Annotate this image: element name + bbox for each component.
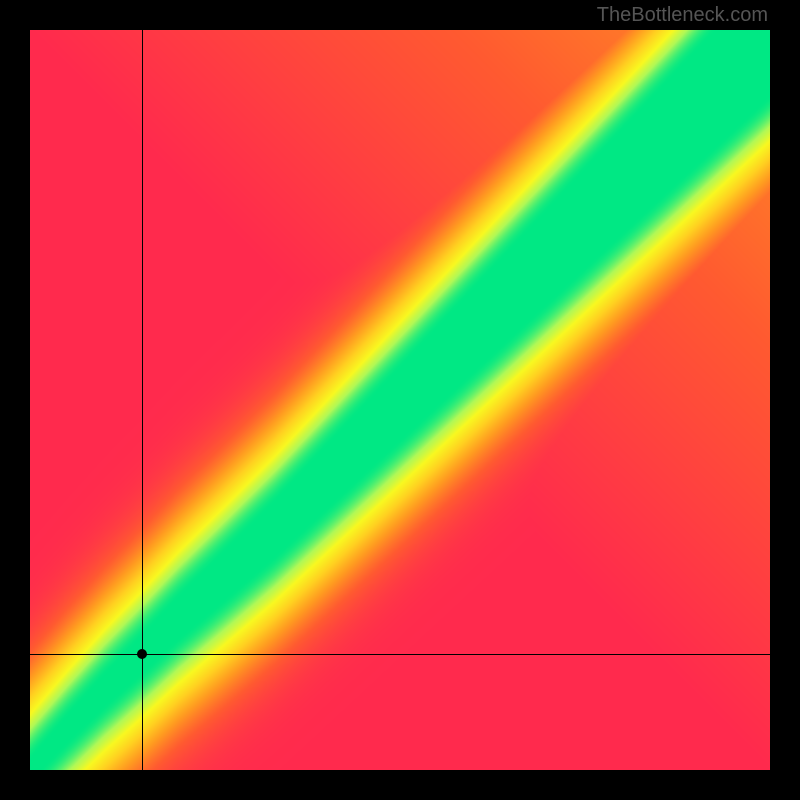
crosshair-marker-dot — [137, 649, 147, 659]
watermark-text: TheBottleneck.com — [597, 4, 768, 27]
crosshair-vertical — [142, 30, 143, 770]
bottleneck-heatmap — [30, 30, 770, 770]
heatmap-canvas — [30, 30, 770, 770]
